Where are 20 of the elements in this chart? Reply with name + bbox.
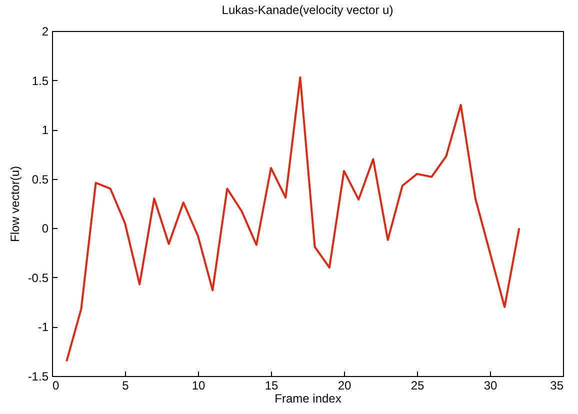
x-tick-label: 0 [52, 378, 60, 392]
y-tick-label: 0.5 [32, 172, 49, 186]
y-tick-label: 0 [42, 222, 49, 236]
x-tick-label: 10 [192, 378, 206, 392]
x-tick-label: 30 [484, 378, 498, 392]
y-tick-label: 2 [42, 24, 49, 38]
y-tick-label: -1.5 [28, 370, 49, 384]
x-tick-label: 15 [264, 378, 278, 392]
y-tick-label: 1.5 [32, 74, 49, 88]
x-tick-label: 5 [122, 378, 130, 392]
y-tick-label: -1 [38, 320, 49, 334]
x-tick-label: 25 [410, 378, 424, 392]
y-tick-label: -0.5 [28, 270, 49, 285]
x-axis-title: Frame index [274, 392, 342, 406]
line-series [66, 76, 520, 362]
y-tick-label: 1 [42, 123, 49, 138]
x-tick-label: 35 [550, 378, 564, 392]
chart-title: Lukas-Kanade(velocity vector u) [222, 3, 394, 17]
y-axis-title: Flow vector(u) [8, 166, 22, 242]
x-tick-label: 20 [338, 378, 352, 392]
